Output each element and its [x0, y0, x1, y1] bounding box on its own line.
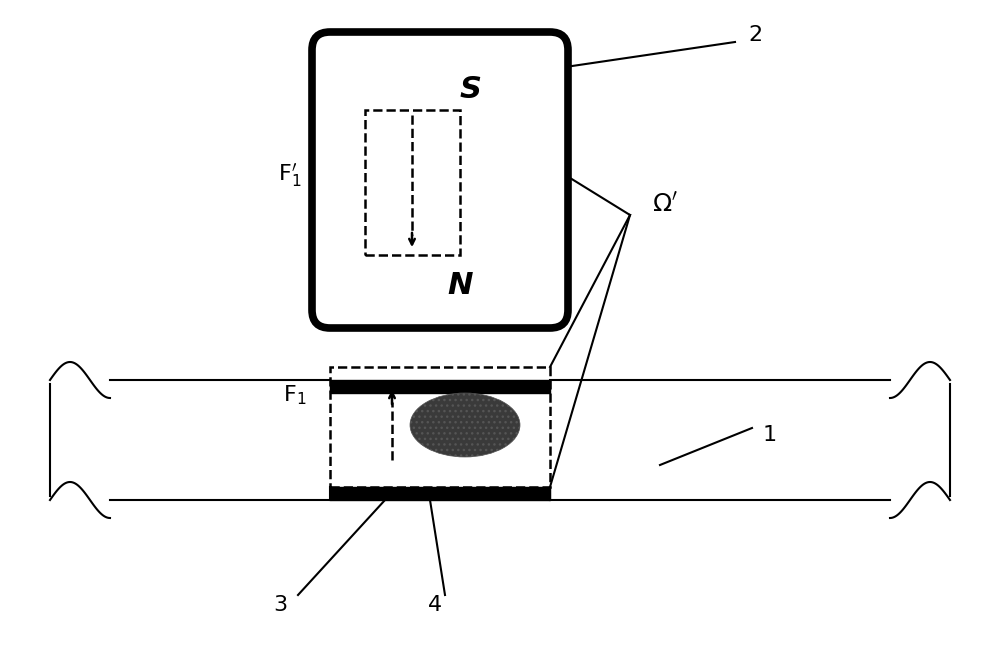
- Text: 2: 2: [748, 25, 762, 45]
- Text: $\boldsymbol{S}$: $\boldsymbol{S}$: [459, 75, 481, 104]
- Bar: [330, 380, 550, 393]
- Text: 3: 3: [273, 595, 287, 615]
- Text: $\mathrm{F}_1'$: $\mathrm{F}_1'$: [278, 161, 302, 189]
- Text: $\mathrm{F}_1$: $\mathrm{F}_1$: [283, 383, 307, 407]
- FancyBboxPatch shape: [312, 32, 568, 328]
- Text: 1: 1: [763, 425, 777, 445]
- Ellipse shape: [410, 393, 520, 457]
- Bar: [330, 367, 550, 487]
- Text: $\boldsymbol{N}$: $\boldsymbol{N}$: [447, 271, 473, 300]
- Text: $\Omega'$: $\Omega'$: [652, 193, 678, 217]
- Text: 4: 4: [428, 595, 442, 615]
- Bar: [365, 110, 460, 255]
- Bar: [330, 487, 550, 500]
